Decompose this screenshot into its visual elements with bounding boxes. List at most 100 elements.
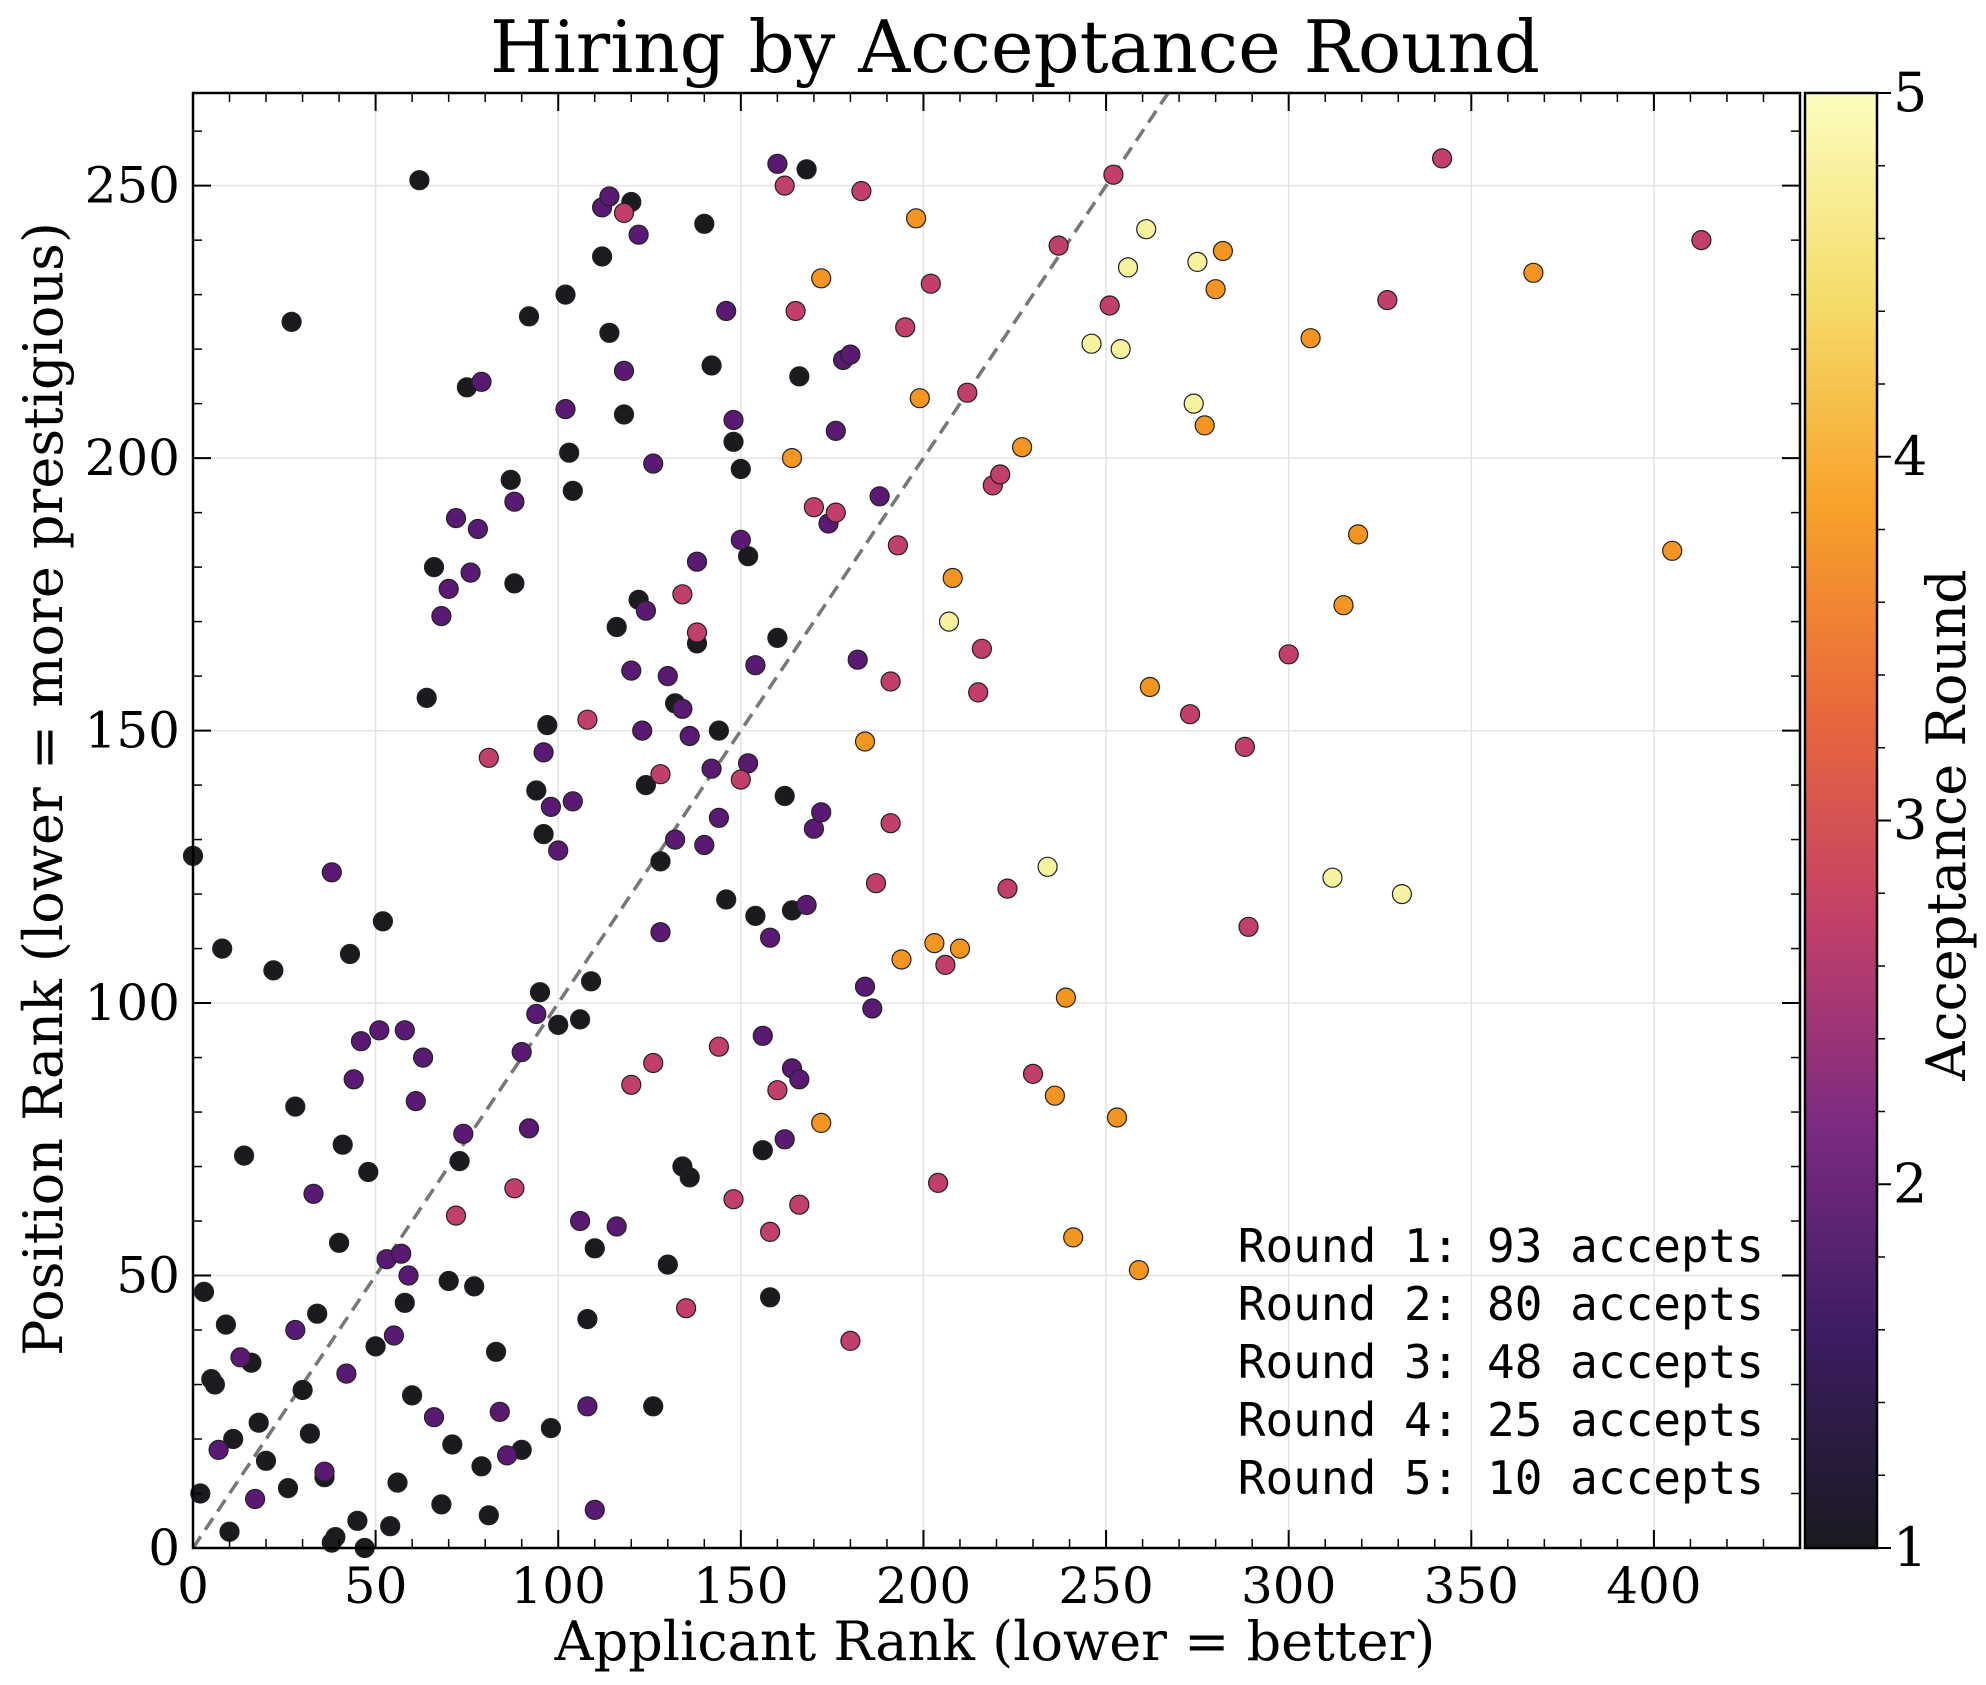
y-tick-label: 100 xyxy=(85,974,180,1032)
point-round-1 xyxy=(548,1014,569,1036)
point-round-2 xyxy=(767,153,788,174)
point-round-1 xyxy=(694,213,715,234)
point-round-1 xyxy=(416,687,437,709)
point-round-2 xyxy=(745,655,766,676)
point-round-2 xyxy=(628,224,649,245)
point-round-2 xyxy=(774,1129,795,1150)
point-round-2 xyxy=(336,1363,357,1384)
point-round-2 xyxy=(453,1123,474,1144)
point-round-4 xyxy=(942,567,963,589)
point-round-3 xyxy=(997,878,1018,899)
point-round-2 xyxy=(569,1210,591,1232)
point-round-4 xyxy=(1044,1085,1066,1106)
x-tick-label: 100 xyxy=(511,1557,606,1615)
point-round-3 xyxy=(577,709,598,730)
point-round-1 xyxy=(380,1516,401,1537)
point-round-1 xyxy=(409,170,430,191)
point-round-4 xyxy=(891,949,912,970)
point-round-4 xyxy=(811,1112,832,1134)
point-round-3 xyxy=(1377,290,1398,311)
point-round-1 xyxy=(332,1134,353,1155)
point-round-1 xyxy=(387,1472,408,1493)
point-round-2 xyxy=(343,1069,364,1090)
point-round-2 xyxy=(679,725,700,747)
point-round-3 xyxy=(927,1172,949,1194)
point-round-3 xyxy=(613,202,635,223)
point-round-1 xyxy=(606,616,627,638)
point-round-1 xyxy=(365,1336,386,1357)
point-round-3 xyxy=(957,382,978,403)
point-round-4 xyxy=(924,932,945,954)
point-round-3 xyxy=(1099,295,1120,316)
point-round-3 xyxy=(643,1052,664,1074)
point-round-2 xyxy=(497,1445,518,1466)
point-round-2 xyxy=(460,562,481,583)
point-round-2 xyxy=(672,698,693,719)
point-round-3 xyxy=(1103,164,1124,185)
point-round-2 xyxy=(796,894,817,916)
point-round-3 xyxy=(920,273,941,294)
point-round-1 xyxy=(292,1379,313,1401)
colorbar: 1 2 3 4 5 xyxy=(1803,61,1927,1579)
point-round-1 xyxy=(339,943,361,965)
point-round-1 xyxy=(643,1396,664,1417)
point-round-2 xyxy=(577,1396,598,1417)
point-round-1 xyxy=(299,1423,320,1444)
point-round-1 xyxy=(599,322,620,343)
point-round-1 xyxy=(281,311,302,332)
point-round-2 xyxy=(555,399,576,420)
colorbar-tick-label: 1 xyxy=(1893,1516,1927,1579)
point-round-3 xyxy=(865,873,887,894)
point-round-1 xyxy=(789,366,810,387)
point-round-1 xyxy=(402,1385,423,1406)
point-round-1 xyxy=(347,1510,368,1531)
point-round-3 xyxy=(723,1189,744,1210)
point-round-1 xyxy=(478,1505,499,1526)
point-round-1 xyxy=(559,442,580,463)
point-round-2 xyxy=(431,605,452,627)
point-round-1 xyxy=(591,246,613,267)
point-round-3 xyxy=(789,1194,810,1215)
y-tick-label: 200 xyxy=(85,429,180,487)
point-round-5 xyxy=(938,611,960,632)
point-round-2 xyxy=(208,1439,229,1461)
point-round-1 xyxy=(431,1494,452,1515)
point-round-3 xyxy=(759,1221,781,1243)
point-round-2 xyxy=(245,1488,266,1510)
point-round-1 xyxy=(767,627,788,649)
point-round-4 xyxy=(1333,595,1354,616)
point-round-1 xyxy=(358,1161,379,1183)
y-axis-label: Position Rank (lower = more prestigious) xyxy=(12,222,75,1356)
colorbar-tick-label: 4 xyxy=(1893,425,1927,488)
colorbar-tick-label: 3 xyxy=(1893,789,1927,852)
x-tick-label: 0 xyxy=(177,1557,209,1615)
point-round-2 xyxy=(632,720,653,741)
point-round-4 xyxy=(1139,676,1161,698)
point-round-2 xyxy=(854,976,876,997)
point-round-2 xyxy=(862,998,883,1019)
point-round-2 xyxy=(526,1003,547,1025)
point-round-1 xyxy=(193,1281,215,1303)
point-round-2 xyxy=(759,927,781,948)
point-round-1 xyxy=(752,1140,773,1161)
point-round-1 xyxy=(529,982,551,1003)
point-round-1 xyxy=(464,1276,485,1297)
point-round-1 xyxy=(212,938,233,959)
point-round-1 xyxy=(774,785,795,807)
x-tick-label: 200 xyxy=(876,1557,971,1615)
point-round-5 xyxy=(1037,856,1058,877)
point-round-4 xyxy=(1055,987,1077,1008)
point-round-1 xyxy=(500,469,521,490)
point-round-4 xyxy=(949,938,971,959)
point-round-2 xyxy=(438,578,459,600)
point-round-4 xyxy=(1347,524,1369,545)
point-round-3 xyxy=(767,1080,788,1101)
point-round-1 xyxy=(526,780,547,801)
point-round-1 xyxy=(204,1374,225,1395)
point-round-1 xyxy=(325,1526,346,1548)
point-round-4 xyxy=(1212,240,1234,262)
point-round-1 xyxy=(215,1314,236,1335)
point-round-2 xyxy=(621,660,642,681)
point-round-3 xyxy=(840,1330,861,1352)
point-round-1 xyxy=(486,1341,507,1362)
